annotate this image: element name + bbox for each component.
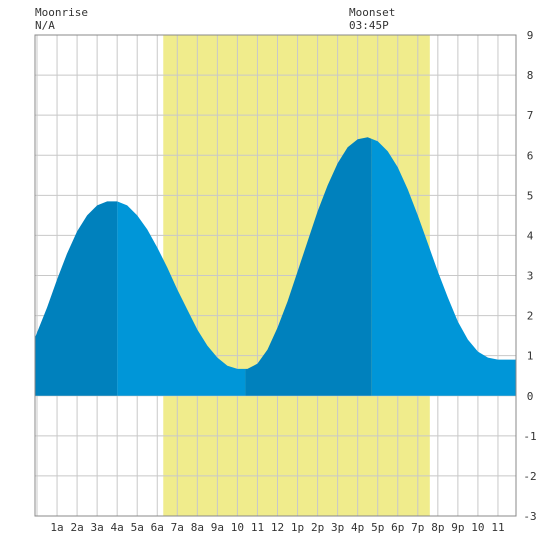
x-tick-label: 1a — [50, 521, 63, 534]
x-tick-label: 4a — [111, 521, 124, 534]
y-axis-ticks: -3 -2 -1 0 1 2 3 4 5 6 7 8 9 — [523, 29, 536, 523]
x-tick-label: 7p — [411, 521, 424, 534]
x-tick-label: 8a — [191, 521, 204, 534]
x-tick-label: 6a — [151, 521, 164, 534]
x-tick-label: 10 — [471, 521, 484, 534]
x-tick-label: 2p — [311, 521, 324, 534]
x-tick-label: 5p — [371, 521, 384, 534]
x-tick-label: 11 — [491, 521, 504, 534]
x-tick-label: 3p — [331, 521, 344, 534]
tide-falling-area — [371, 138, 516, 396]
y-tick-label: 7 — [527, 109, 534, 122]
x-tick-label: 8p — [431, 521, 444, 534]
x-tick-label: 7a — [171, 521, 184, 534]
y-tick-label: -1 — [523, 430, 536, 443]
x-axis-ticks: 1a 2a 3a 4a 5a 6a 7a 8a 9a 10 11 12 1p 2p 3p 4p 5p 6p 7p 8p… — [50, 521, 504, 534]
x-tick-label: 12 — [271, 521, 284, 534]
tide-rising-area — [35, 201, 118, 396]
x-tick-label: 5a — [131, 521, 144, 534]
y-tick-label: 1 — [527, 350, 534, 363]
y-tick-label: 4 — [527, 229, 534, 242]
y-tick-label: 6 — [527, 149, 534, 162]
y-tick-label: -2 — [523, 470, 536, 483]
y-tick-label: 9 — [527, 29, 534, 42]
x-tick-label: 10 — [231, 521, 244, 534]
x-tick-label: 9p — [451, 521, 464, 534]
x-tick-label: 6p — [391, 521, 404, 534]
x-tick-label: 2a — [70, 521, 83, 534]
tide-area — [34, 34, 517, 517]
y-tick-label: 8 — [527, 69, 534, 82]
x-tick-label: 9a — [211, 521, 224, 534]
x-tick-label: 11 — [251, 521, 264, 534]
x-tick-label: 4p — [351, 521, 364, 534]
y-tick-label: 0 — [527, 390, 534, 403]
moonrise-label: Moonrise — [35, 6, 88, 19]
moonset-label: Moonset — [349, 6, 396, 19]
plot-frame — [34, 34, 517, 517]
moonset-value: 03:45P — [349, 19, 389, 32]
x-tick-label: 1p — [291, 521, 304, 534]
y-tick-label: 5 — [527, 189, 534, 202]
y-tick-label: 2 — [527, 310, 534, 323]
moonrise-value: N/A — [35, 19, 55, 32]
x-tick-label: 3a — [91, 521, 104, 534]
tide-falling-area — [117, 201, 246, 396]
y-tick-label: -3 — [523, 510, 536, 523]
tide-rising-area — [245, 137, 372, 396]
y-tick-label: 3 — [527, 270, 534, 283]
